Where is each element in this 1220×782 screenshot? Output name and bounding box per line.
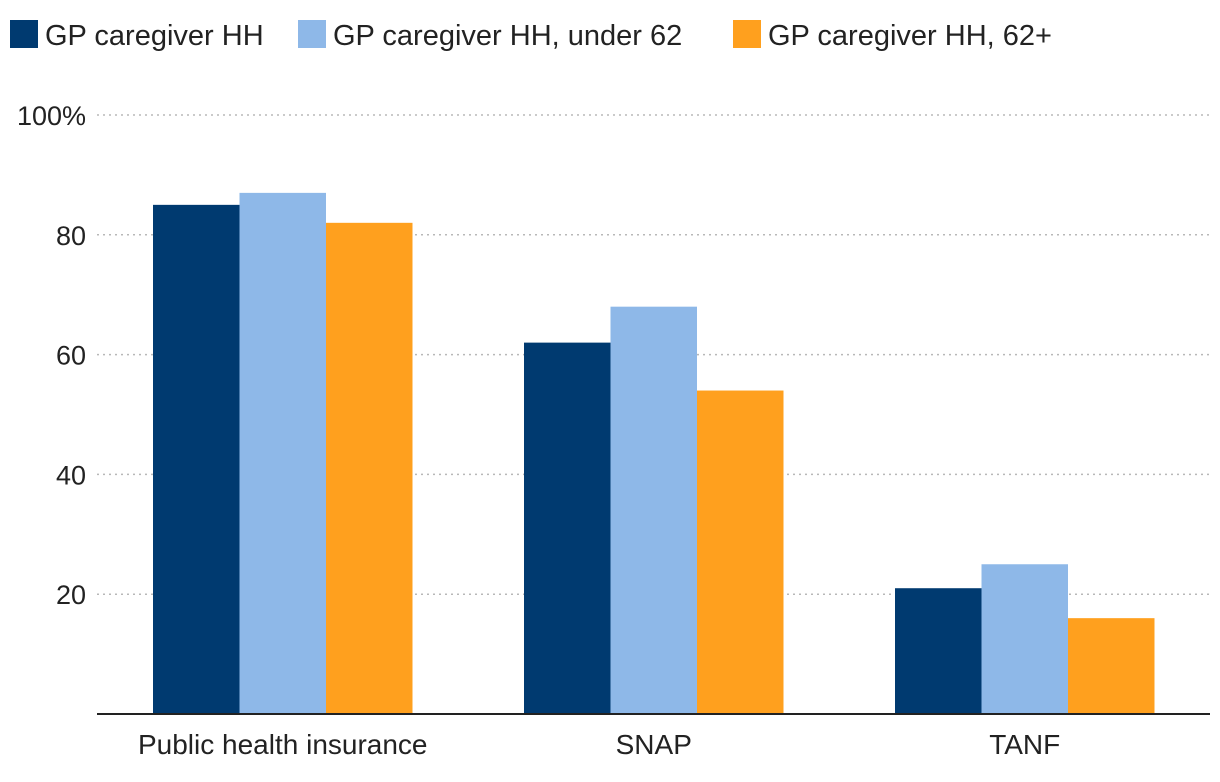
y-axis-ticks: 20 40 60 80 100%: [17, 101, 86, 610]
bar-2-3: [981, 564, 1068, 714]
legend-swatch-2: [298, 20, 326, 48]
legend-swatch-3: [733, 20, 761, 48]
bar-3-2: [697, 390, 784, 714]
x-tick-label-3: TANF: [989, 729, 1060, 760]
bar-1-1: [153, 204, 240, 714]
x-tick-label-2: SNAP: [616, 729, 692, 760]
bar-3-1: [326, 222, 413, 714]
y-tick-label-60: 60: [56, 341, 86, 371]
y-tick-label-100: 100%: [17, 101, 86, 131]
x-axis-ticks: Public health insurance SNAP TANF: [138, 729, 1060, 760]
legend: GP caregiver HH GP caregiver HH, under 62…: [10, 20, 1052, 52]
legend-label-1: GP caregiver HH: [45, 20, 264, 52]
y-tick-label-20: 20: [56, 580, 86, 610]
bars: [153, 192, 1155, 714]
legend-label-2: GP caregiver HH, under 62: [333, 20, 682, 52]
bar-2-2: [610, 306, 697, 714]
bar-1-3: [895, 588, 982, 714]
x-tick-label-1: Public health insurance: [138, 729, 428, 760]
bar-3-3: [1068, 618, 1155, 714]
y-tick-label-40: 40: [56, 460, 86, 490]
legend-swatch-1: [10, 20, 38, 48]
y-tick-label-80: 80: [56, 221, 86, 251]
legend-label-3: GP caregiver HH, 62+: [768, 20, 1052, 52]
bar-2-1: [239, 192, 326, 714]
bar-1-2: [524, 342, 611, 714]
